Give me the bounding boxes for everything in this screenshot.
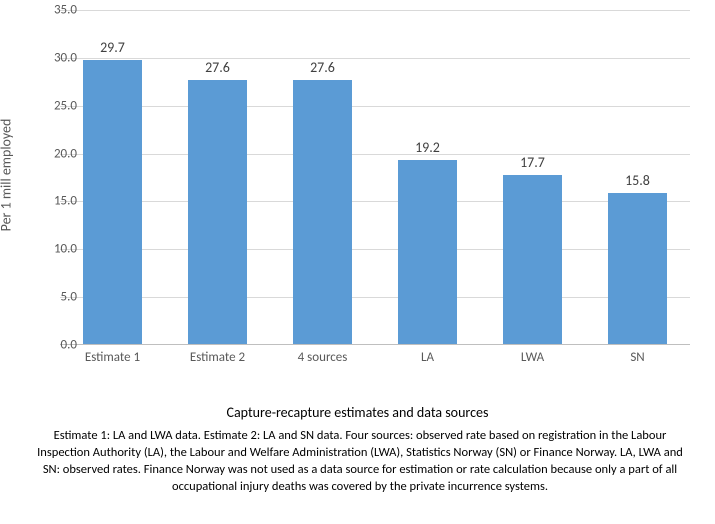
x-axis-label: Capture-recapture estimates and data sou… <box>0 404 715 421</box>
x-tick-label: LA <box>375 350 480 365</box>
bar: 17.7 <box>503 175 562 344</box>
y-tick-label: 0.0 <box>37 338 77 353</box>
y-tick-label: 15.0 <box>37 194 77 209</box>
x-tick-label: LWA <box>480 350 585 365</box>
bar: 29.7 <box>83 60 142 344</box>
y-axis-label: Per 1 mill employed <box>0 119 15 232</box>
y-tick-label: 30.0 <box>37 50 77 65</box>
gridline <box>60 10 690 11</box>
y-tick-label: 35.0 <box>37 3 77 18</box>
gridline <box>60 154 690 155</box>
bar: 19.2 <box>398 160 457 344</box>
gridline <box>60 106 690 107</box>
gridline <box>60 249 690 250</box>
x-tick-label: 4 sources <box>270 350 375 365</box>
bar-value-label: 29.7 <box>83 39 142 56</box>
y-tick-label: 10.0 <box>37 242 77 257</box>
plot-area: 29.7 27.6 27.6 19.2 17.7 15.8 <box>60 10 690 345</box>
bar-value-label: 15.8 <box>608 172 667 189</box>
bar-value-label: 17.7 <box>503 154 562 171</box>
x-tick-label: Estimate 2 <box>165 350 270 365</box>
bar: 27.6 <box>293 80 352 344</box>
bar: 27.6 <box>188 80 247 344</box>
y-tick-label: 20.0 <box>37 146 77 161</box>
bar-value-label: 27.6 <box>188 59 247 76</box>
chart-footnote: Estimate 1: LA and LWA data. Estimate 2:… <box>30 428 690 496</box>
y-tick-label: 25.0 <box>37 98 77 113</box>
gridline <box>60 58 690 59</box>
bar-value-label: 27.6 <box>293 59 352 76</box>
gridline <box>60 201 690 202</box>
chart-area: 29.727.627.619.217.715.8 Estimate 1Estim… <box>60 10 690 380</box>
gridline <box>60 297 690 298</box>
bar: 15.8 <box>608 193 667 344</box>
y-tick-label: 5.0 <box>37 290 77 305</box>
bar-value-label: 19.2 <box>398 139 457 156</box>
x-tick-label: SN <box>585 350 690 365</box>
